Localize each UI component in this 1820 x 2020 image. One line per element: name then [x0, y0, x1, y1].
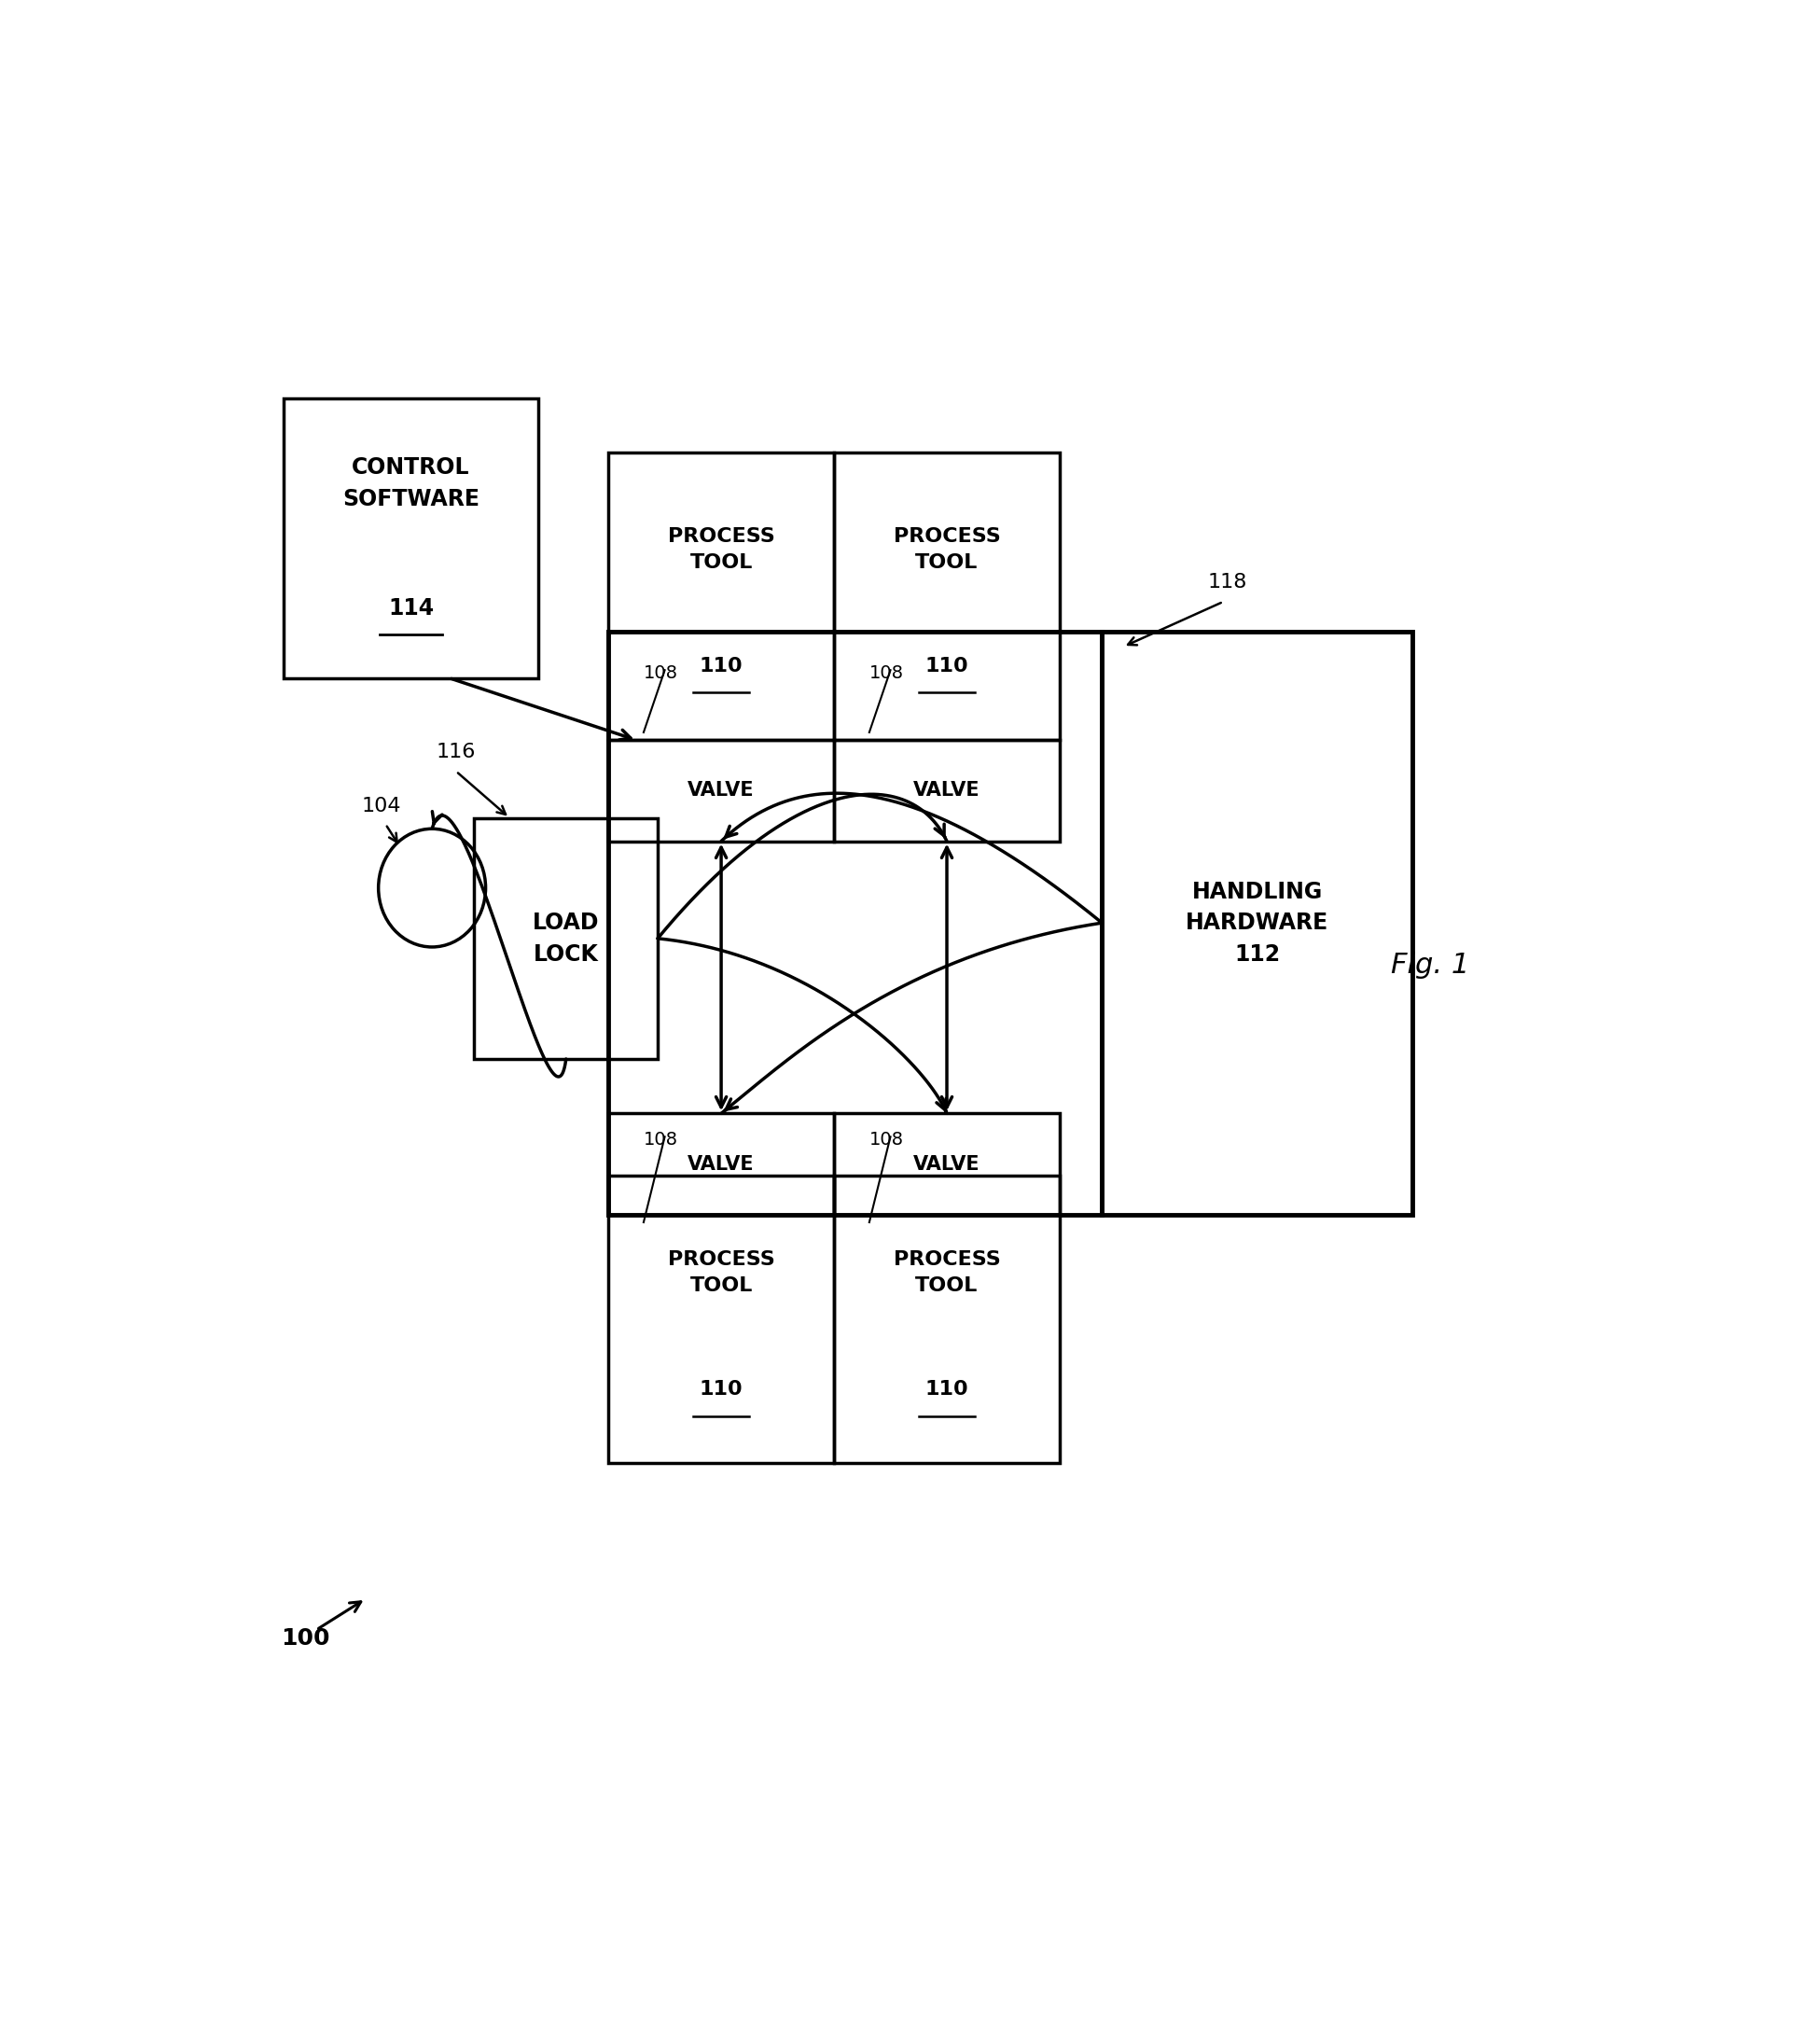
Bar — [608, 1176, 834, 1462]
Text: PROCESS
TOOL: PROCESS TOOL — [894, 527, 1001, 572]
Text: 108: 108 — [644, 665, 679, 681]
Bar — [834, 1176, 1059, 1462]
Text: 108: 108 — [644, 1131, 679, 1147]
Text: 110: 110 — [699, 1380, 743, 1398]
Bar — [608, 452, 834, 739]
Text: CONTROL
SOFTWARE: CONTROL SOFTWARE — [342, 457, 479, 511]
Text: 110: 110 — [925, 1380, 968, 1398]
Text: LOAD
LOCK: LOAD LOCK — [533, 911, 599, 966]
Text: VALVE: VALVE — [688, 1155, 755, 1174]
Text: 114: 114 — [388, 596, 433, 618]
Text: 100: 100 — [280, 1628, 329, 1650]
Text: 108: 108 — [870, 1131, 905, 1147]
Text: Fig. 1: Fig. 1 — [1390, 951, 1471, 980]
Text: 104: 104 — [362, 796, 400, 816]
Text: PROCESS
TOOL: PROCESS TOOL — [668, 1250, 775, 1295]
Bar — [834, 739, 1059, 840]
Text: 108: 108 — [870, 665, 905, 681]
Bar — [284, 398, 539, 679]
Bar — [608, 1113, 834, 1214]
Text: VALVE: VALVE — [914, 782, 981, 800]
Bar — [475, 818, 657, 1058]
Text: 116: 116 — [437, 741, 475, 762]
Text: 118: 118 — [1208, 574, 1247, 592]
Bar — [608, 739, 834, 840]
Text: 110: 110 — [699, 656, 743, 675]
Bar — [608, 630, 1103, 1214]
Bar — [834, 452, 1059, 739]
Text: VALVE: VALVE — [914, 1155, 981, 1174]
Text: 110: 110 — [925, 656, 968, 675]
Text: HANDLING
HARDWARE
112: HANDLING HARDWARE 112 — [1185, 881, 1329, 966]
Text: PROCESS
TOOL: PROCESS TOOL — [668, 527, 775, 572]
Text: PROCESS
TOOL: PROCESS TOOL — [894, 1250, 1001, 1295]
Text: VALVE: VALVE — [688, 782, 755, 800]
Bar — [1103, 630, 1412, 1214]
Bar — [834, 1113, 1059, 1214]
